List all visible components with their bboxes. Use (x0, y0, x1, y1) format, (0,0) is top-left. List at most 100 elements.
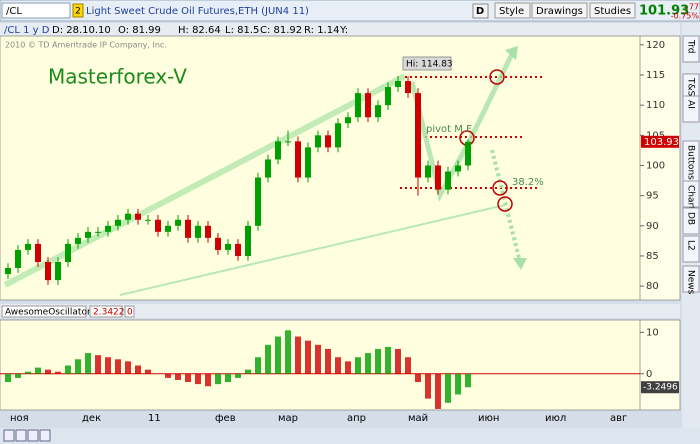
osc-bar (365, 353, 371, 374)
sidebar-tab-label[interactable]: T&S (686, 77, 696, 97)
candle-body (285, 141, 291, 143)
hi-label: Hi: 114.83 (406, 60, 453, 70)
info-item: C: 81.92 (260, 25, 302, 36)
candle-body (155, 219, 161, 232)
osc-bar (165, 373, 171, 378)
toolbar-button[interactable] (494, 2, 531, 19)
zoom-button[interactable] (39, 429, 51, 442)
candle-body (445, 171, 451, 190)
arrow-head (513, 258, 527, 270)
symbol-box[interactable] (1, 2, 71, 19)
arrow-head (505, 46, 518, 60)
osc-bar (95, 355, 101, 374)
candle-body (375, 105, 381, 118)
osc-bar (445, 373, 451, 403)
sidebar-tab-label[interactable]: Chart (686, 185, 696, 210)
candle-body (465, 141, 471, 166)
candle-body (175, 219, 181, 226)
zoom-button[interactable] (15, 429, 27, 442)
y-tick-label: 115 (646, 70, 665, 81)
y-tick-label: 95 (646, 191, 659, 202)
osc-bar (345, 361, 351, 374)
osc-readout-box (89, 305, 123, 318)
osc-bar (55, 371, 61, 374)
x-tick-label: июн (478, 413, 499, 424)
sidebar-tab-label[interactable]: DB (686, 212, 696, 225)
copyright: 2010 © TD Ameritrade IP Company, Inc. (5, 41, 167, 50)
candle-body (335, 123, 341, 148)
candle-body (245, 225, 251, 256)
osc-bar (125, 361, 131, 374)
fib-label: 38.2% (512, 177, 544, 188)
link-box[interactable] (72, 3, 84, 18)
hi-box (402, 56, 452, 71)
sidebar-tab[interactable] (682, 95, 700, 123)
sidebar-tab[interactable] (682, 35, 700, 63)
y-tick-label: 100 (646, 160, 665, 171)
osc-bar (25, 371, 31, 374)
y-tick-label: 110 (646, 100, 665, 111)
osc-bar (135, 365, 141, 374)
pivot-circle (497, 196, 513, 212)
candle-body (185, 219, 191, 238)
candle-body (235, 243, 241, 256)
candle-body (5, 268, 11, 275)
sidebar-tab[interactable] (682, 180, 700, 208)
candle-body (195, 225, 201, 238)
candle-body (275, 141, 281, 160)
sidebar-tab-label[interactable]: Buttons (686, 145, 696, 180)
candle-body (425, 165, 431, 178)
osc-bar (45, 369, 51, 374)
sidebar-tab-label[interactable]: Trd (686, 39, 696, 53)
y-tick-label: 80 (646, 281, 659, 292)
symbol[interactable]: /CL (6, 6, 22, 17)
link[interactable]: 2 (75, 7, 81, 17)
sidebar-tab[interactable] (682, 207, 700, 235)
period[interactable]: D (476, 6, 484, 17)
osc-bar (355, 357, 361, 374)
osc-header (0, 304, 680, 318)
sidebar-tab[interactable] (682, 265, 700, 293)
osc-readout2-box (124, 305, 135, 318)
price-panel (0, 35, 641, 301)
osc-axis (639, 319, 681, 411)
zoom-button[interactable] (27, 429, 39, 442)
zoom-button[interactable] (3, 429, 15, 442)
x-tick-label: 11 (148, 413, 161, 424)
osc-bar (115, 359, 121, 374)
info-item: L: 81.5 (225, 25, 259, 36)
candle-body (95, 231, 101, 233)
sidebar-tab-label[interactable]: L2 (686, 240, 696, 251)
osc-bar (395, 348, 401, 374)
period-box[interactable] (472, 3, 489, 19)
watermark: Masterforex-V (48, 65, 187, 89)
osc-bar (385, 346, 391, 374)
candle-body (125, 213, 131, 220)
sidebar-tab[interactable] (682, 235, 700, 263)
osc-title[interactable]: AwesomeOscillator (5, 308, 91, 318)
candle-body (165, 225, 171, 232)
candle-body (435, 165, 441, 190)
x-tick-label: апр (347, 413, 366, 424)
candle-body (135, 213, 141, 220)
toolbar-button-label[interactable]: Drawings (536, 6, 583, 17)
sidebar-tab-label[interactable]: AI (686, 100, 696, 109)
candle-body (385, 87, 391, 106)
toolbar-button[interactable] (589, 2, 636, 19)
change-pct: -0.75% (671, 12, 700, 21)
candle-body (25, 243, 31, 250)
osc-flag-label: -3.2496 (643, 383, 678, 393)
candle-body (455, 165, 461, 172)
toolbar-button-label[interactable]: Studies (594, 6, 631, 17)
candle-body (215, 237, 221, 250)
osc-bar (15, 373, 21, 378)
osc-title-box[interactable] (1, 305, 87, 318)
trend-channel (3, 73, 407, 288)
sidebar-tab-label[interactable]: News (686, 270, 696, 295)
toolbar-button[interactable] (531, 2, 588, 19)
description: Light Sweet Crude Oil Futures,ETH (JUN4 … (86, 6, 309, 17)
y-tick-label: 85 (646, 251, 659, 262)
toolbar-button-label[interactable]: Style (499, 6, 524, 17)
pivot-label: pivot M.F (426, 124, 472, 135)
last-price: 101.93 (639, 4, 689, 19)
